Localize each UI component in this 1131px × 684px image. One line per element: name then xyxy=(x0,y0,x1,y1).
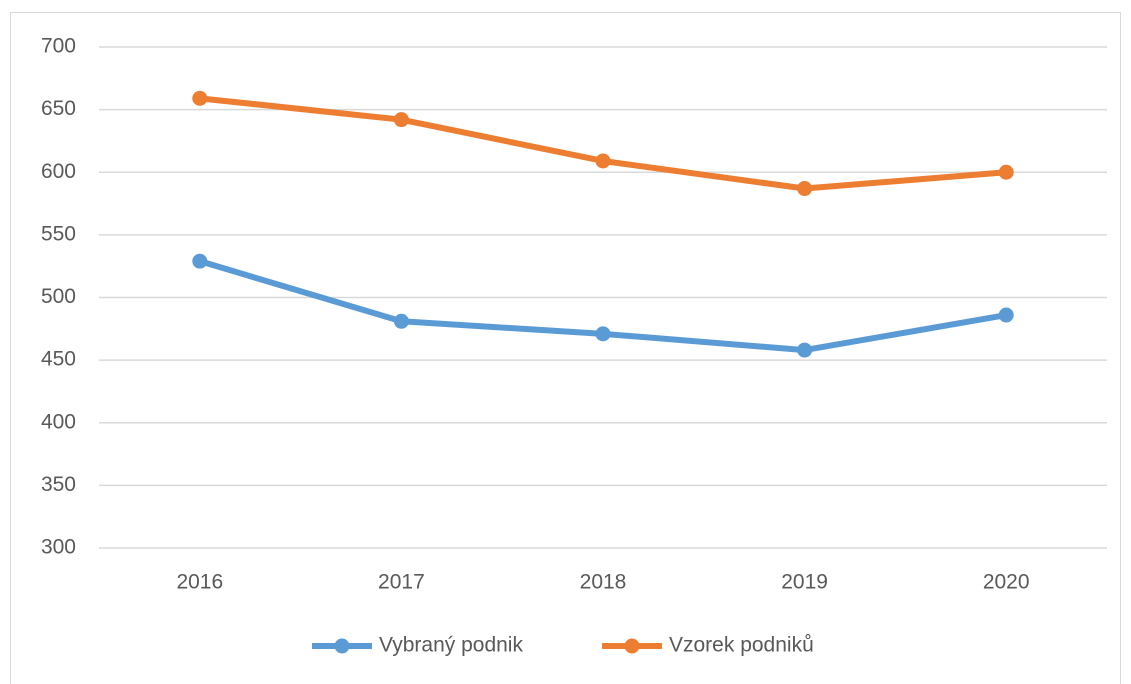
point xyxy=(797,342,813,358)
x-tick-label: 2016 xyxy=(176,571,223,594)
x-tick-label: 2018 xyxy=(580,571,627,594)
point xyxy=(393,112,409,128)
y-tick-label: 300 xyxy=(41,536,76,559)
legend-label: Vzorek podniků xyxy=(669,634,814,657)
point xyxy=(393,313,409,329)
legend-marker xyxy=(334,638,350,654)
point xyxy=(797,181,813,197)
chart-frame xyxy=(10,12,1121,684)
x-tick-label: 2017 xyxy=(378,571,425,594)
point xyxy=(998,307,1014,323)
point xyxy=(595,153,611,169)
y-tick-label: 400 xyxy=(41,410,76,433)
y-tick-label: 550 xyxy=(41,222,76,245)
y-tick-label: 500 xyxy=(41,285,76,308)
point xyxy=(192,253,208,269)
x-tick-label: 2019 xyxy=(781,571,828,594)
point xyxy=(595,326,611,342)
y-tick-label: 450 xyxy=(41,348,76,371)
y-tick-label: 600 xyxy=(41,160,76,183)
legend-label: Vybraný podnik xyxy=(379,634,523,657)
legend-marker xyxy=(624,638,640,654)
point xyxy=(998,164,1014,180)
y-tick-label: 650 xyxy=(41,97,76,120)
x-tick-label: 2020 xyxy=(983,571,1030,594)
point xyxy=(192,90,208,106)
y-tick-label: 350 xyxy=(41,473,76,496)
y-tick-label: 700 xyxy=(41,35,76,58)
